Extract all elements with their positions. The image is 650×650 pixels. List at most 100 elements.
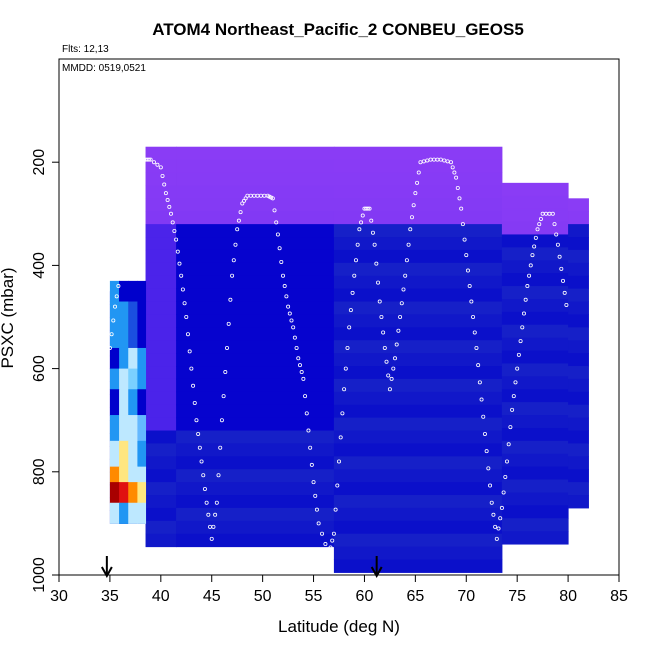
- heatmap-cell: [145, 366, 177, 380]
- heatmap-cell: [119, 368, 129, 390]
- track-point: [552, 222, 557, 227]
- heatmap-cell: [333, 378, 503, 393]
- heatmap-cell: [145, 288, 177, 303]
- track-point: [394, 342, 399, 347]
- heatmap-cell: [176, 288, 335, 303]
- track-point: [559, 266, 564, 271]
- heatmap-cell: [128, 482, 138, 504]
- heatmap-cell: [145, 314, 177, 328]
- heatmap-cell: [568, 237, 589, 251]
- heatmap-cell: [501, 466, 569, 481]
- heatmap-cell: [176, 366, 335, 380]
- track-point: [532, 244, 537, 249]
- track-point: [518, 339, 523, 344]
- heatmap-cell: [568, 391, 589, 406]
- track-point: [530, 253, 535, 258]
- track-point: [326, 552, 331, 557]
- track-point: [459, 206, 464, 211]
- heatmap-cell: [333, 546, 503, 561]
- heatmap-cell: [145, 340, 177, 354]
- heatmap-cell: [137, 280, 147, 303]
- track-point: [359, 220, 364, 225]
- heatmap-cell: [333, 198, 503, 212]
- heatmap-cell: [176, 340, 335, 354]
- track-point: [114, 294, 119, 299]
- track-point: [370, 230, 375, 235]
- track-point: [199, 459, 204, 464]
- track-point: [152, 160, 157, 165]
- heatmap-cell: [333, 301, 503, 315]
- track-point: [367, 206, 372, 211]
- track-point: [372, 242, 377, 247]
- heatmap-cell: [501, 453, 569, 468]
- track-point: [214, 500, 219, 505]
- heatmap-cell: [568, 288, 589, 303]
- heatmap-cell: [501, 208, 569, 223]
- heatmap-cell: [109, 389, 120, 416]
- track-point: [316, 521, 321, 526]
- track-point: [172, 228, 177, 233]
- heatmap-cell: [145, 327, 177, 341]
- heatmap-cell: [145, 275, 177, 290]
- track-point: [333, 507, 338, 512]
- track-point: [189, 366, 194, 371]
- heatmap-cell: [145, 469, 177, 483]
- track-point: [501, 490, 506, 495]
- heatmap-cell: [568, 224, 589, 238]
- arrow-layer: [100, 556, 383, 579]
- track-point: [135, 180, 140, 185]
- track-point: [377, 299, 382, 304]
- track-point: [340, 411, 345, 416]
- heatmap-cell: [501, 376, 569, 390]
- heatmap-cell: [333, 391, 503, 406]
- heatmap-cell: [333, 443, 503, 457]
- track-point: [124, 242, 129, 247]
- heatmap-cell: [119, 466, 129, 483]
- heatmap-cell: [176, 391, 335, 406]
- heatmap-cell: [568, 378, 589, 393]
- track-point: [460, 222, 465, 227]
- track-point: [469, 299, 474, 304]
- heatmap-cell: [137, 466, 147, 483]
- track-point: [107, 345, 112, 350]
- heatmap-cell: [145, 224, 177, 238]
- heatmap-cell: [176, 224, 335, 238]
- track-point: [561, 278, 566, 283]
- track-point: [221, 394, 226, 399]
- heatmap-cell: [109, 368, 120, 390]
- track-point: [404, 258, 409, 263]
- track-point: [331, 531, 336, 536]
- heatmap-cell: [501, 260, 569, 274]
- heatmap-cell: [145, 159, 177, 174]
- track-point: [299, 370, 304, 375]
- heatmap-cell: [176, 417, 335, 432]
- heatmap-cell: [333, 314, 503, 328]
- track-point: [123, 253, 128, 258]
- heatmap-cell: [119, 301, 129, 349]
- heatmap-cell: [128, 466, 138, 483]
- track-point: [511, 394, 516, 399]
- track-point: [457, 196, 462, 201]
- heatmap-cell: [568, 211, 589, 225]
- track-point: [353, 258, 358, 263]
- flights-label: Flts: 12,13: [62, 44, 109, 55]
- track-point: [270, 196, 275, 201]
- track-point: [116, 284, 121, 289]
- track-point: [126, 232, 131, 237]
- track-point: [413, 191, 418, 196]
- heatmap-cell: [333, 482, 503, 496]
- x-tick-label: 85: [610, 588, 628, 605]
- heatmap-cell: [145, 404, 177, 419]
- track-point: [323, 542, 328, 547]
- heatmap-cell: [176, 172, 335, 186]
- heatmap-cell: [109, 280, 120, 303]
- x-tick-label: 40: [152, 588, 170, 605]
- track-point: [279, 259, 284, 264]
- track-point: [328, 545, 333, 550]
- heatmap-cell: [176, 262, 335, 277]
- track-point: [494, 536, 499, 541]
- track-point: [308, 445, 313, 450]
- heatmap-cell: [145, 172, 177, 186]
- track-point: [489, 500, 494, 505]
